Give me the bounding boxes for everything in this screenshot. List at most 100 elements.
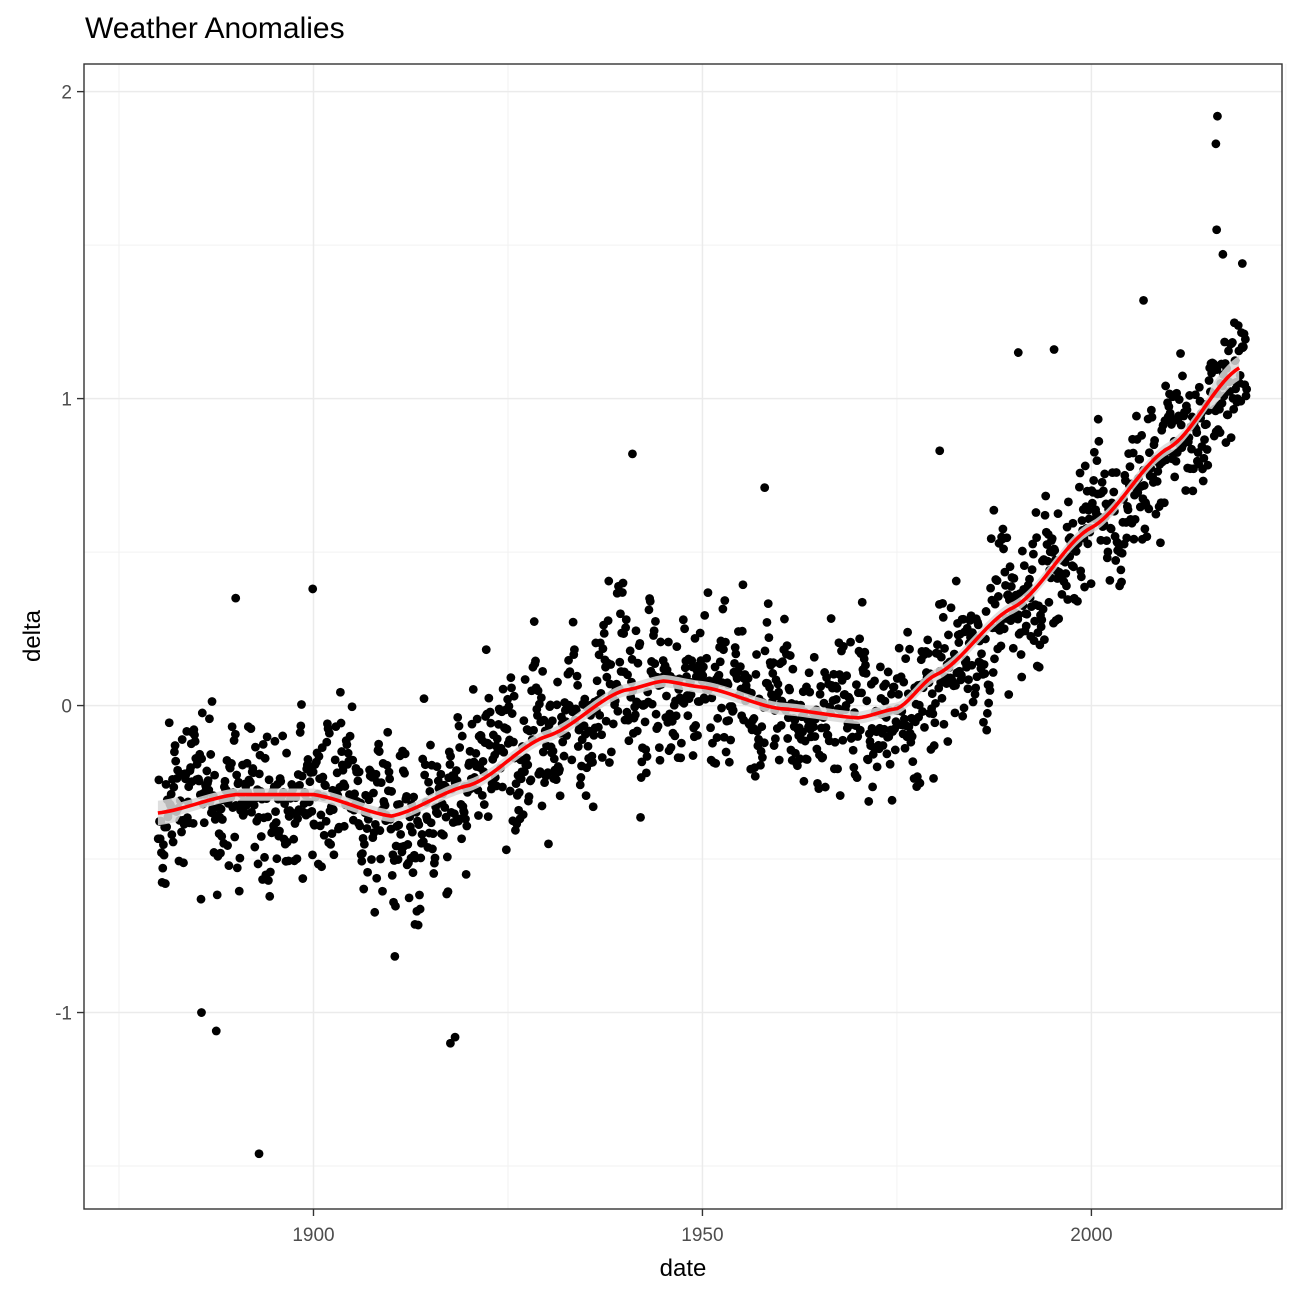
data-point [749,714,759,723]
data-point [1077,516,1087,525]
data-point [860,647,870,657]
data-point [621,615,631,625]
data-point [1125,462,1135,472]
data-point [764,633,774,643]
data-point [756,760,765,770]
data-point [735,662,745,671]
data-point [979,660,989,669]
data-point [245,777,255,787]
data-point [678,615,688,625]
data-point [179,858,188,868]
data-point [572,671,582,681]
data-point [223,841,232,850]
data-point [1200,435,1209,445]
data-point [533,686,543,696]
data-point [1089,476,1099,485]
data-point [340,782,350,791]
data-point [580,694,590,704]
data-point [931,698,940,708]
data-point [1084,505,1093,515]
data-point [553,677,562,687]
data-point [904,722,914,732]
data-point [872,762,882,772]
data-point [420,770,430,780]
data-point [1144,504,1154,514]
data-point [809,722,819,732]
data-point [504,701,514,711]
data-point [520,675,530,684]
data-point [210,770,220,780]
data-point [415,890,424,900]
data-point [1242,384,1252,394]
data-point [1031,508,1041,517]
data-point [194,776,204,786]
data-point [263,812,273,822]
data-point [855,725,865,735]
data-point [1080,461,1090,471]
data-point [321,816,331,826]
data-point [1174,395,1184,404]
data-point [785,685,795,695]
data-point [702,653,712,663]
data-point [1008,643,1018,653]
data-point [621,623,631,633]
data-point [804,668,814,678]
data-point [928,709,938,719]
data-point [732,674,742,683]
data-point [230,832,240,842]
data-point [1002,533,1012,543]
data-point [1241,391,1251,401]
data-point [985,686,995,695]
data-point [355,821,365,831]
data-point [602,672,612,682]
data-point [564,655,573,665]
data-point [887,689,896,699]
data-point [461,870,471,879]
data-point [1030,616,1040,626]
plot-background [84,64,1282,1209]
data-point [691,721,701,730]
data-point [923,635,933,645]
data-point [424,777,433,787]
data-point [810,732,820,741]
data-point [230,729,240,739]
data-point [317,862,326,872]
data-point [933,640,942,650]
data-point [468,685,478,694]
data-point [707,693,717,703]
data-point [653,721,663,731]
data-point [298,874,308,883]
data-point [905,644,914,654]
data-point [1152,476,1162,486]
data-points [153,111,1252,1159]
data-point [632,726,642,736]
data-point [1199,453,1209,463]
data-point [350,789,360,799]
data-point [347,702,357,712]
data-point [231,593,241,603]
data-point [954,638,964,647]
data-point [250,842,260,852]
data-point [672,642,682,652]
data-point [1192,428,1202,437]
data-point [951,576,961,586]
data-point [981,607,991,616]
data-point [211,1026,221,1036]
data-point [1006,582,1016,591]
x-axis-ticks: 1900 1950 2000 [292,1209,1113,1246]
data-point [799,776,809,786]
data-point [880,696,890,706]
data-point [776,720,786,730]
data-point [1057,590,1067,599]
data-point [485,740,494,750]
data-point [232,770,242,780]
data-point [432,762,442,772]
data-point [1194,382,1204,392]
data-point [713,713,723,723]
data-point [1212,225,1222,235]
y-axis-ticks: -1 0 1 2 [55,83,84,1025]
data-point [573,680,583,690]
data-point [1123,505,1133,515]
data-point [606,747,616,757]
data-point [353,776,363,786]
